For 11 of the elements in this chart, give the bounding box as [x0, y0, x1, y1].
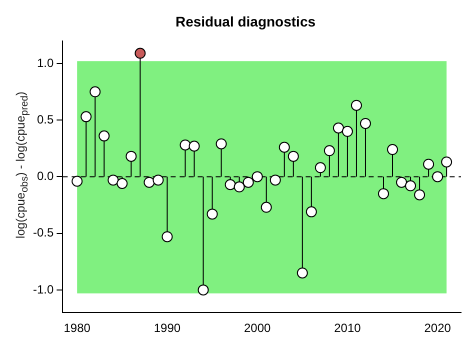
x-tick-label: 1990: [154, 321, 181, 336]
y-tick-label: 0.5: [36, 112, 54, 126]
chart-title: Residual diagnostics: [175, 13, 316, 30]
x-tick-label: 1980: [64, 321, 91, 336]
y-tick-label: -1.0: [32, 282, 54, 296]
y-tick-label: 1.0: [36, 56, 54, 70]
x-tick-label: 2020: [424, 321, 452, 336]
y-tick-label: -0.5: [32, 226, 54, 240]
x-tick-label: 2000: [244, 321, 272, 336]
y-tick-label: 0.0: [36, 169, 54, 184]
x-tick-label: 2010: [334, 321, 362, 336]
